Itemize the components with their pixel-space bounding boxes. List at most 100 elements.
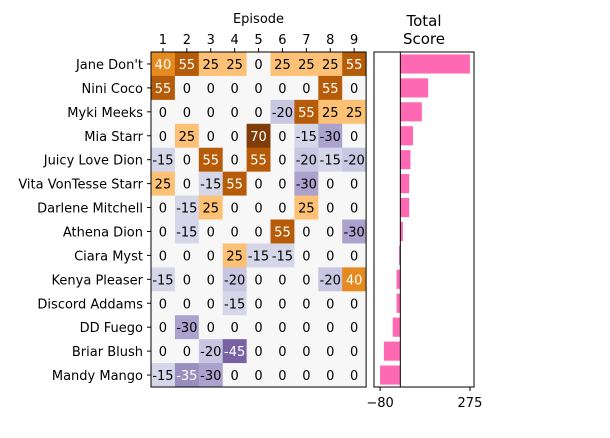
heatmap-cell [151, 363, 176, 388]
heatmap-cell [342, 99, 367, 125]
x-tick-label: 9 [350, 33, 358, 48]
cell-label: -15 [320, 154, 341, 169]
cell-label: 0 [183, 297, 191, 312]
heatmap-cell [246, 171, 271, 196]
cell-label: 55 [226, 178, 243, 193]
heatmap-cell [270, 363, 295, 388]
cell-label: -30 [320, 130, 341, 145]
heatmap-cell [151, 75, 176, 101]
heatmap-cell [342, 267, 367, 292]
heatmap-cell [151, 195, 176, 220]
x-tick-label: 2 [183, 33, 191, 48]
cell-label: 0 [183, 82, 191, 97]
heatmap-cell [151, 339, 176, 364]
cell-label: -30 [344, 225, 365, 240]
cell-label: 0 [231, 106, 239, 121]
cell-label: 0 [326, 249, 334, 264]
cell-label: -30 [200, 369, 221, 384]
heatmap-cell [318, 291, 343, 316]
cell-label: 0 [207, 130, 215, 145]
cell-label: 0 [326, 225, 334, 240]
bar [400, 78, 429, 98]
heatmap-cell [151, 243, 176, 268]
heatmap-cell [198, 339, 224, 364]
heatmap-cell [270, 291, 295, 316]
heatmap-cell [174, 99, 200, 125]
cell-label: -35 [176, 369, 197, 384]
heatmap-cell [174, 147, 200, 173]
heatmap-cell [270, 339, 295, 364]
bar [383, 341, 401, 361]
cell-label: 0 [231, 130, 239, 145]
row-label: Kenya Pleaser [52, 273, 144, 288]
row-label: Myki Meeks [67, 106, 143, 121]
row-label: Mia Starr [84, 130, 143, 145]
heatmap-cell [270, 75, 295, 101]
heatmap-cell [222, 243, 247, 268]
heatmap-cell [174, 52, 200, 77]
cell-label: 0 [183, 106, 191, 121]
heatmap-cell [246, 99, 271, 125]
cell-label: -20 [224, 273, 245, 288]
cell-label: -15 [152, 154, 173, 169]
heatmap-cell [198, 171, 224, 196]
heatmap-cell [294, 99, 319, 125]
heatmap-cell [246, 291, 271, 316]
cell-label: 25 [298, 202, 315, 217]
heatmap-cell [246, 195, 271, 220]
cell-label: 25 [226, 249, 243, 264]
cell-label: 25 [202, 58, 219, 73]
cell-label: 0 [302, 249, 310, 264]
heatmap-cell [294, 195, 319, 220]
heatmap-cell [270, 315, 295, 340]
x-tick-label: 3 [207, 33, 215, 48]
bar [400, 150, 411, 170]
cell-label: 0 [231, 202, 239, 217]
bar [400, 174, 410, 194]
heatmap-cell [342, 75, 367, 101]
heatmap-cell [174, 75, 200, 101]
cell-label: 0 [254, 225, 262, 240]
heatmap-cell [198, 123, 224, 149]
cell-label: 0 [183, 273, 191, 288]
heatmap-cell [246, 147, 271, 173]
cell-label: 55 [274, 225, 291, 240]
row-label: Ciara Myst [74, 249, 143, 264]
cell-label: 0 [302, 297, 310, 312]
x-tick-label: 1 [159, 33, 167, 48]
cell-label: 0 [326, 369, 334, 384]
heatmap-cell [318, 123, 343, 149]
row-label: Mandy Mango [52, 369, 143, 384]
cell-label: -15 [200, 178, 221, 193]
bar [400, 102, 422, 122]
heatmap-cell [342, 243, 367, 268]
heatmap-cell [294, 75, 319, 101]
cell-label: 0 [183, 345, 191, 360]
heatmap-cell [294, 315, 319, 340]
cell-label: 0 [278, 178, 286, 193]
x-tick-label: 7 [302, 33, 310, 48]
cell-label: 0 [159, 106, 167, 121]
heatmap-cell [318, 52, 343, 77]
cell-label: 0 [326, 202, 334, 217]
cell-label: 0 [326, 297, 334, 312]
bar [396, 269, 401, 289]
heatmap-cell [222, 52, 247, 77]
row-label: DD Fuego [80, 321, 143, 336]
heatmap-cell [318, 339, 343, 364]
cell-label: -20 [200, 345, 221, 360]
cell-label: -20 [296, 154, 317, 169]
heatmap-cell [294, 52, 319, 77]
row-label: Juicy Love Dion [43, 154, 143, 169]
heatmap-xlabel: Episode [233, 12, 284, 27]
cell-label: 0 [350, 369, 358, 384]
cell-label: -15 [272, 249, 293, 264]
heatmap-cell [198, 243, 224, 268]
heatmap-cell [222, 315, 247, 340]
heatmap-cell [174, 315, 200, 340]
cell-label: 0 [302, 273, 310, 288]
heatmap-cell [342, 147, 367, 173]
cell-label: 0 [302, 225, 310, 240]
heatmap-cell [151, 171, 176, 196]
